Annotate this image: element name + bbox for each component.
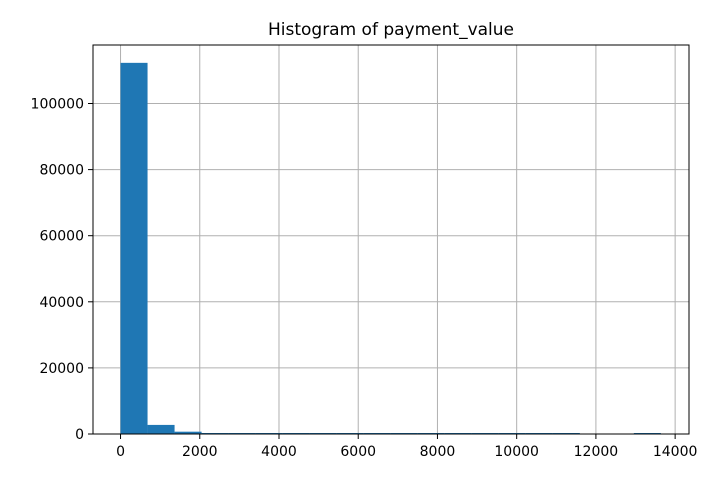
x-tick-label: 12000 <box>574 444 619 460</box>
x-tick-label: 2000 <box>182 444 218 460</box>
x-tick-label: 6000 <box>340 444 376 460</box>
histogram-bar <box>147 424 175 434</box>
x-tick-label: 8000 <box>420 444 456 460</box>
chart-title: Histogram of payment_value <box>268 20 514 40</box>
y-tick-label: 0 <box>75 427 84 443</box>
histogram-bar <box>120 62 148 434</box>
y-tick-label: 60000 <box>39 229 84 245</box>
axes-frame <box>92 44 690 435</box>
bars <box>120 62 661 434</box>
x-tick-label: 4000 <box>261 444 297 460</box>
grid <box>93 45 689 435</box>
y-tick-label: 20000 <box>39 361 84 377</box>
x-tick-label: 10000 <box>494 444 539 460</box>
plot-frame <box>92 44 690 435</box>
axis-ticks: 0 2000 4000 6000 8000 10000 12000 14000 0 20000 40… <box>31 96 698 460</box>
y-tick-label: 40000 <box>39 295 84 311</box>
y-tick-label: 80000 <box>39 163 84 179</box>
x-tick-label: 0 <box>116 444 125 460</box>
x-tick-label: 14000 <box>653 444 698 460</box>
histogram-bar <box>174 431 202 434</box>
y-tick-label: 100000 <box>31 96 84 112</box>
